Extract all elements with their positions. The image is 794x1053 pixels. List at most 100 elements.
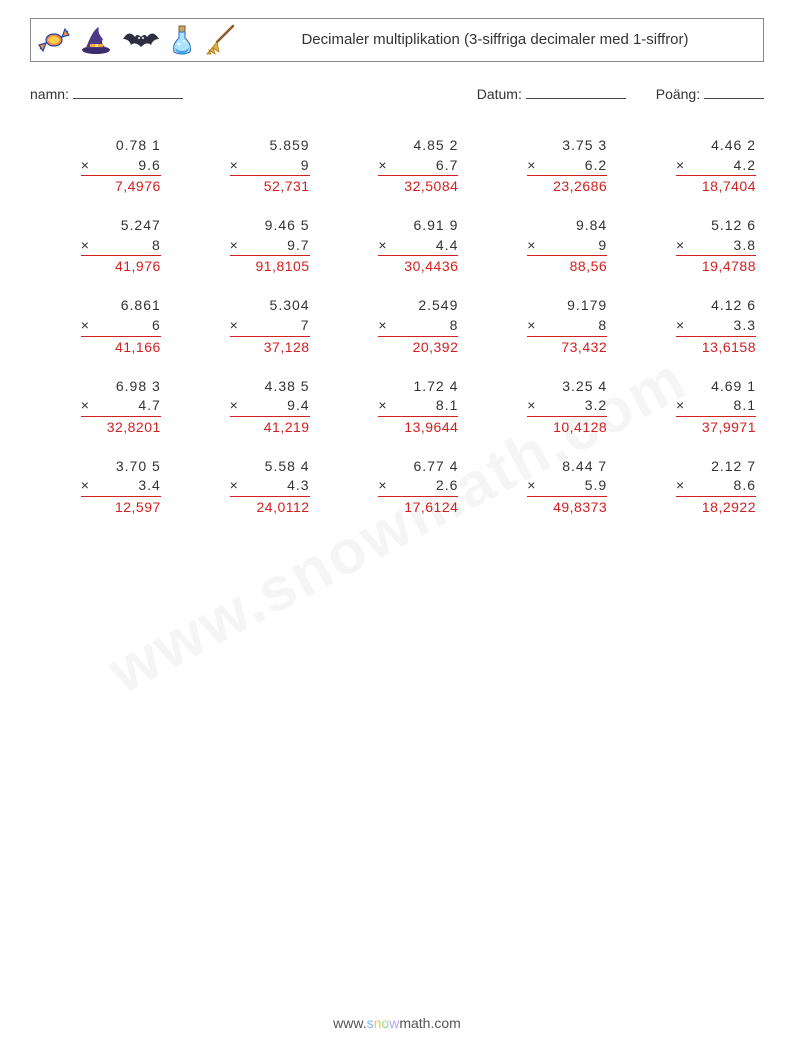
times-sign: × <box>378 236 390 256</box>
multiplicand: 9.84 <box>576 216 607 236</box>
answer: 24,0112 <box>230 496 310 515</box>
multiplicand: 4.46 2 <box>711 136 756 156</box>
times-sign: × <box>378 476 390 496</box>
multiplier-row: ×6 <box>81 316 161 336</box>
problem: 4.38 5×9.441,219 <box>179 377 318 435</box>
multiplier-row: ×3.3 <box>676 316 756 336</box>
multiplier: 4.3 <box>242 476 310 496</box>
problem: 5.12 6×3.819,4788 <box>625 216 764 274</box>
answer: 13,6158 <box>676 336 756 355</box>
problem: 2.12 7×8.618,2922 <box>625 457 764 515</box>
bat-icon <box>121 27 161 53</box>
problem: 9.179×873,432 <box>476 296 615 354</box>
name-field: namn: <box>30 86 183 102</box>
multiplier: 8 <box>390 316 458 336</box>
answer: 12,597 <box>81 496 161 515</box>
problem: 4.85 2×6.732,5084 <box>328 136 467 194</box>
multiplier: 5.9 <box>539 476 607 496</box>
times-sign: × <box>676 156 688 176</box>
multiplier-row: ×9.7 <box>230 236 310 256</box>
answer: 91,8105 <box>230 255 310 274</box>
problem: 5.859×952,731 <box>179 136 318 194</box>
worksheet-title: Decimaler multiplikation (3-siffriga dec… <box>237 31 763 50</box>
times-sign: × <box>676 316 688 336</box>
times-sign: × <box>230 396 242 416</box>
problem: 5.58 4×4.324,0112 <box>179 457 318 515</box>
multiplier-row: ×5.9 <box>527 476 607 496</box>
answer: 41,976 <box>81 255 161 274</box>
answer: 52,731 <box>230 175 310 194</box>
witch-hat-icon <box>79 25 113 55</box>
answer: 13,9644 <box>378 416 458 435</box>
times-sign: × <box>676 476 688 496</box>
problem: 9.84×988,56 <box>476 216 615 274</box>
potion-icon <box>169 24 195 56</box>
multiplicand: 6.77 4 <box>413 457 458 477</box>
multiplier: 3.8 <box>688 236 756 256</box>
answer: 20,392 <box>378 336 458 355</box>
multiplier-row: ×4.4 <box>378 236 458 256</box>
multiplier-row: ×4.3 <box>230 476 310 496</box>
header-bar: Decimaler multiplikation (3-siffriga dec… <box>30 18 764 62</box>
answer: 37,128 <box>230 336 310 355</box>
multiplicand: 4.38 5 <box>265 377 310 397</box>
times-sign: × <box>527 396 539 416</box>
multiplier-row: ×8.1 <box>676 396 756 416</box>
footer-suffix: .com <box>430 1015 460 1031</box>
multiplier: 9.7 <box>242 236 310 256</box>
multiplier: 2.6 <box>390 476 458 496</box>
multiplier: 8.1 <box>390 396 458 416</box>
name-blank[interactable] <box>73 98 183 99</box>
multiplicand: 2.12 7 <box>711 457 756 477</box>
times-sign: × <box>230 236 242 256</box>
times-sign: × <box>81 236 93 256</box>
score-label: Poäng: <box>656 86 700 102</box>
multiplier-row: ×4.2 <box>676 156 756 176</box>
multiplier: 9 <box>539 236 607 256</box>
answer: 18,7404 <box>676 175 756 194</box>
multiplier-row: ×9 <box>527 236 607 256</box>
date-blank[interactable] <box>526 98 626 99</box>
header-icons <box>31 24 237 56</box>
multiplier: 3.2 <box>539 396 607 416</box>
times-sign: × <box>527 156 539 176</box>
multiplier: 3.4 <box>93 476 161 496</box>
multiplicand: 4.85 2 <box>413 136 458 156</box>
multiplier-row: ×8.6 <box>676 476 756 496</box>
problem: 6.91 9×4.430,4436 <box>328 216 467 274</box>
times-sign: × <box>378 396 390 416</box>
times-sign: × <box>81 156 93 176</box>
times-sign: × <box>230 316 242 336</box>
problem: 4.12 6×3.313,6158 <box>625 296 764 354</box>
multiplier-row: ×2.6 <box>378 476 458 496</box>
problem: 3.25 4×3.210,4128 <box>476 377 615 435</box>
multiplicand: 3.70 5 <box>116 457 161 477</box>
problems-grid: 0.78 1×9.67,49765.859×952,7314.85 2×6.73… <box>30 136 764 515</box>
times-sign: × <box>81 476 93 496</box>
multiplier-row: ×8.1 <box>378 396 458 416</box>
multiplicand: 3.75 3 <box>562 136 607 156</box>
answer: 88,56 <box>527 255 607 274</box>
answer: 32,5084 <box>378 175 458 194</box>
multiplier-row: ×7 <box>230 316 310 336</box>
answer: 41,166 <box>81 336 161 355</box>
problem: 8.44 7×5.949,8373 <box>476 457 615 515</box>
multiplier-row: ×6.2 <box>527 156 607 176</box>
multiplier: 8.1 <box>688 396 756 416</box>
answer: 73,432 <box>527 336 607 355</box>
multiplier: 4.7 <box>93 396 161 416</box>
answer: 30,4436 <box>378 255 458 274</box>
multiplicand: 6.91 9 <box>413 216 458 236</box>
multiplier: 4.2 <box>688 156 756 176</box>
score-blank[interactable] <box>704 98 764 99</box>
times-sign: × <box>527 236 539 256</box>
multiplicand: 6.861 <box>121 296 161 316</box>
multiplicand: 3.25 4 <box>562 377 607 397</box>
multiplier: 6 <box>93 316 161 336</box>
times-sign: × <box>81 396 93 416</box>
problem: 0.78 1×9.67,4976 <box>30 136 169 194</box>
multiplier: 4.4 <box>390 236 458 256</box>
multiplier: 9.6 <box>93 156 161 176</box>
footer-prefix: www. <box>333 1015 366 1031</box>
times-sign: × <box>527 476 539 496</box>
